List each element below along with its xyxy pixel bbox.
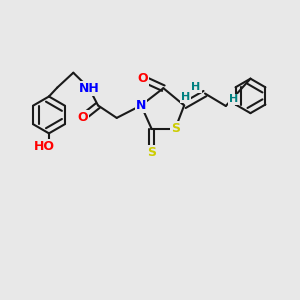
- Text: S: S: [171, 122, 180, 135]
- Text: NH: NH: [79, 82, 99, 95]
- Text: O: O: [77, 111, 88, 124]
- Text: O: O: [137, 72, 148, 85]
- Text: H: H: [181, 92, 190, 102]
- Text: H: H: [191, 82, 201, 92]
- Text: H: H: [229, 94, 238, 104]
- Text: HO: HO: [34, 140, 55, 153]
- Text: S: S: [147, 146, 156, 160]
- Text: N: N: [136, 99, 146, 112]
